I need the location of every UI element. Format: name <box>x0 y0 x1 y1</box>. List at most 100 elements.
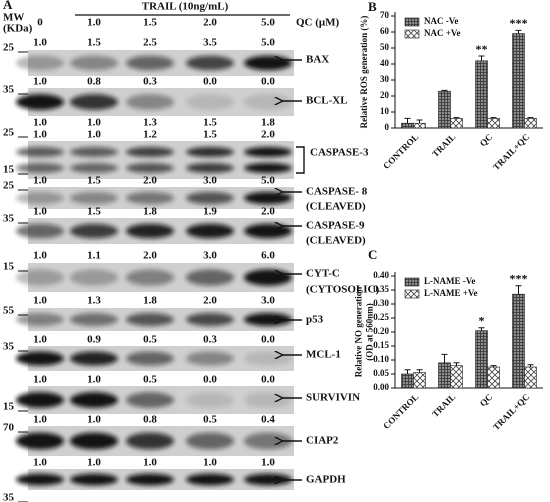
quantification: 1.8 <box>143 206 157 218</box>
quantification: 1.0 <box>87 414 101 426</box>
quantification: 1.0 <box>33 206 47 218</box>
band <box>16 269 64 286</box>
quantification: 0.3 <box>143 76 157 88</box>
mw-marker: 15 <box>3 401 15 413</box>
quantification: 0.9 <box>87 334 101 346</box>
quantification: 0.0 <box>261 334 275 346</box>
quantification: 0.8 <box>87 76 101 88</box>
y-tick-label: 0.25 <box>373 312 389 322</box>
bar <box>487 118 500 129</box>
protein-label: MCL-1 <box>306 349 341 361</box>
quantification: 2.0 <box>261 206 275 218</box>
y-tick-label: 60 <box>380 26 390 36</box>
mw-marker: 35 <box>3 341 15 353</box>
mw-marker: 15 <box>3 164 15 176</box>
bar <box>512 33 525 129</box>
bar <box>475 330 488 389</box>
band <box>244 94 292 110</box>
quantification: 1.0 <box>87 457 101 469</box>
quantification: 3.5 <box>203 37 217 49</box>
quantification: 1.8 <box>143 295 157 307</box>
protein-label: GAPDH <box>306 474 346 486</box>
band <box>186 432 234 450</box>
band <box>70 191 118 205</box>
band <box>126 351 174 366</box>
quantification: 1.0 <box>33 175 47 187</box>
dose: 0 <box>37 17 43 29</box>
quantification: 5.0 <box>261 37 275 49</box>
quantification: 1.5 <box>203 117 217 129</box>
mw-marker: 35 <box>3 492 15 502</box>
band <box>126 432 174 450</box>
quantification: 1.1 <box>87 250 101 262</box>
quantification: 0.4 <box>261 414 275 426</box>
quantification: 1.9 <box>203 206 217 218</box>
y-tick-label: 20 <box>380 90 390 100</box>
bar <box>512 293 525 389</box>
y-axis-label: Relative NO generation <box>354 287 364 377</box>
dose-label: QC (μM) <box>296 17 340 29</box>
band <box>70 432 118 450</box>
error-bar <box>404 117 411 124</box>
band <box>186 313 234 326</box>
x-tick-label: TRAIL <box>430 392 457 419</box>
y-tick-label: 0.20 <box>373 326 389 336</box>
quantification: 1.3 <box>143 117 157 129</box>
dose: 5.0 <box>261 17 275 29</box>
error-bar <box>527 364 534 367</box>
band <box>16 351 64 366</box>
band <box>16 223 64 239</box>
y-tick-label: 70 <box>380 10 390 20</box>
protein-label: CASPASE-3 <box>310 147 369 159</box>
quantification: 1.0 <box>33 334 47 346</box>
error-bar <box>441 353 448 363</box>
significance: ** <box>476 42 488 56</box>
panel-label: A <box>3 0 13 12</box>
quantification: 1.0 <box>33 250 47 262</box>
legend-swatch <box>404 289 420 299</box>
band <box>244 392 292 408</box>
mw-marker: 35 <box>3 84 15 96</box>
quantification: 1.2 <box>143 129 157 141</box>
bar <box>401 122 414 129</box>
bar <box>475 60 488 129</box>
error-bar <box>416 369 423 373</box>
protein-label: BAX <box>306 54 329 66</box>
band <box>16 163 64 173</box>
protein-label: SURVIVIN <box>306 392 360 404</box>
mw-marker: 15 <box>3 261 15 273</box>
quantification: 1.0 <box>33 374 47 386</box>
quantification: 0.5 <box>203 414 217 426</box>
quantification: 1.0 <box>87 374 101 386</box>
y-tick-label: 0.00 <box>373 382 389 392</box>
band <box>126 163 174 173</box>
band <box>244 163 292 173</box>
x-tick-label: TRAIL+QC <box>491 132 531 172</box>
error-bar <box>527 117 534 119</box>
band <box>70 223 118 239</box>
band <box>186 392 234 408</box>
band <box>126 269 174 286</box>
quantification: 0.0 <box>261 374 275 386</box>
band <box>186 351 234 366</box>
error-bar <box>404 369 411 374</box>
y-tick-label: 0.40 <box>373 270 389 280</box>
band <box>126 473 174 486</box>
band <box>186 163 234 173</box>
quantification: 1.0 <box>33 37 47 49</box>
error-bar <box>441 89 448 92</box>
quantification: 1.0 <box>87 117 101 129</box>
protein-label: CIAP2 <box>306 435 339 447</box>
quantification: 1.5 <box>87 175 101 187</box>
bar <box>413 122 426 129</box>
quantification: 0.3 <box>203 334 217 346</box>
error-bar <box>416 119 423 124</box>
quantification: 0.0 <box>261 76 275 88</box>
mw-header: (KDa) <box>3 23 33 35</box>
error-bar <box>478 55 485 61</box>
quantification: 1.0 <box>33 457 47 469</box>
error-bar <box>515 29 522 34</box>
band <box>244 147 292 157</box>
quantification: 1.8 <box>261 117 275 129</box>
